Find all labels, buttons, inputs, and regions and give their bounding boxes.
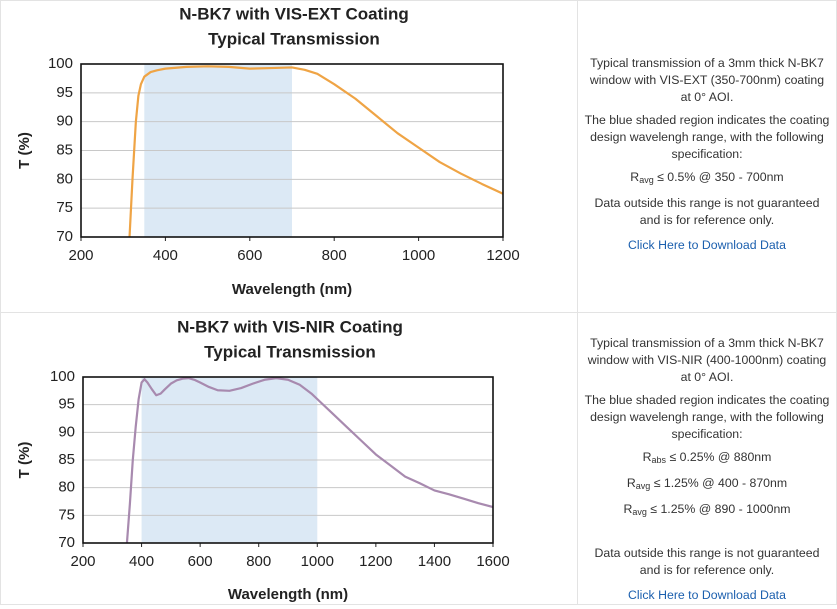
chart-subtitle: Typical Transmission	[204, 342, 376, 361]
x-tick-label: 600	[237, 247, 262, 264]
y-tick-label: 100	[50, 368, 75, 385]
y-tick-label: 70	[58, 534, 75, 551]
chart-title: N-BK7 with VIS-NIR Coating	[177, 317, 403, 336]
chart-cell: N-BK7 with VIS-EXT Coating Typical Transm…	[0, 0, 578, 313]
y-tick-label: 85	[58, 451, 75, 468]
spec-text: ≤ 1.25% @ 400 - 870nm	[653, 476, 788, 490]
y-tick-label: 75	[58, 506, 75, 523]
y-tick-label: 80	[56, 170, 73, 187]
y-axis-label: T (%)	[16, 132, 33, 169]
y-axis-label: T (%)	[16, 442, 33, 479]
y-tick-label: 90	[58, 423, 75, 440]
spec-subscript: avg	[632, 507, 647, 517]
spec-symbol: R	[626, 476, 636, 490]
download-link[interactable]: Click Here to Download Data	[628, 238, 786, 252]
spec-text: ≤ 1.25% @ 890 - 1000nm	[650, 502, 791, 516]
y-tick-label: 100	[48, 55, 73, 72]
spec-text: ≤ 0.25% @ 880nm	[669, 450, 772, 464]
plot-frame	[82, 376, 494, 544]
chart-cell: N-BK7 with VIS-NIR Coating Typical Transm…	[0, 312, 578, 605]
spec-symbol: R	[630, 170, 640, 184]
spec-symbol: R	[642, 450, 652, 464]
y-tick-label: 95	[56, 84, 73, 101]
paragraph: The blue shaded region indicates the coa…	[584, 113, 830, 161]
x-tick-label: 800	[246, 553, 271, 570]
chart: N-BK7 with VIS-EXT Coating Typical Transm…	[16, 4, 520, 298]
description-cell: Typical transmission of a 3mm thick N-BK…	[577, 312, 837, 605]
x-tick-label: 1400	[418, 553, 451, 570]
spec-list: Ravg ≤ 0.5% @ 350 - 700nm	[584, 169, 830, 189]
spec: Ravg ≤ 1.25% @ 890 - 1000nm	[584, 501, 830, 521]
chart: N-BK7 with VIS-NIR Coating Typical Transm…	[16, 317, 510, 603]
x-tick-label: 1600	[476, 553, 509, 570]
spec: Rabs ≤ 0.25% @ 880nm	[584, 449, 830, 469]
x-tick-label: 200	[68, 247, 93, 264]
y-tick-label: 75	[56, 199, 73, 216]
y-tick-label: 80	[58, 479, 75, 496]
paragraph: The blue shaded region indicates the coa…	[584, 393, 830, 441]
description: Typical transmission of a 3mm thick N-BK…	[578, 313, 836, 604]
x-tick-label: 1000	[301, 553, 334, 570]
y-tick-label: 95	[58, 396, 75, 413]
spec-subscript: avg	[639, 175, 654, 185]
x-tick-label: 1200	[486, 247, 519, 264]
series-line	[125, 377, 493, 543]
spec-subscript: avg	[635, 481, 651, 491]
x-axis-label: Wavelength (nm)	[232, 281, 352, 298]
y-tick-label: 70	[56, 228, 73, 245]
series-line	[128, 65, 503, 237]
note: Data outside this range is not guarantee…	[594, 546, 820, 577]
x-tick-label: 400	[129, 553, 154, 570]
chart-title: N-BK7 with VIS-EXT Coating	[179, 4, 409, 23]
x-tick-label: 600	[188, 553, 213, 570]
description: Typical transmission of a 3mm thick N-BK…	[578, 1, 836, 254]
plot-frame	[80, 63, 504, 238]
description-cell: Typical transmission of a 3mm thick N-BK…	[577, 0, 837, 313]
download-link[interactable]: Click Here to Download Data	[628, 588, 786, 602]
note: Data outside this range is not guarantee…	[594, 196, 820, 227]
spec-list: Rabs ≤ 0.25% @ 880nm Ravg ≤ 1.25% @ 400 -…	[584, 449, 830, 521]
spec-subscript: abs	[651, 455, 667, 465]
paragraph: Typical transmission of a 3mm thick N-BK…	[587, 336, 827, 384]
spec-symbol: R	[623, 502, 633, 516]
x-tick-label: 1000	[402, 247, 435, 264]
paragraph: Typical transmission of a 3mm thick N-BK…	[589, 56, 825, 104]
x-tick-label: 400	[153, 247, 178, 264]
y-tick-label: 85	[56, 141, 73, 158]
y-tick-label: 90	[56, 113, 73, 130]
x-axis-label: Wavelength (nm)	[228, 586, 348, 603]
x-tick-label: 200	[70, 553, 95, 570]
spec-text: ≤ 0.5% @ 350 - 700nm	[657, 170, 784, 184]
x-tick-label: 800	[322, 247, 347, 264]
spec: Ravg ≤ 1.25% @ 400 - 870nm	[584, 475, 830, 495]
chart-subtitle: Typical Transmission	[208, 29, 380, 48]
x-tick-label: 1200	[359, 553, 392, 570]
spec: Ravg ≤ 0.5% @ 350 - 700nm	[584, 169, 830, 189]
